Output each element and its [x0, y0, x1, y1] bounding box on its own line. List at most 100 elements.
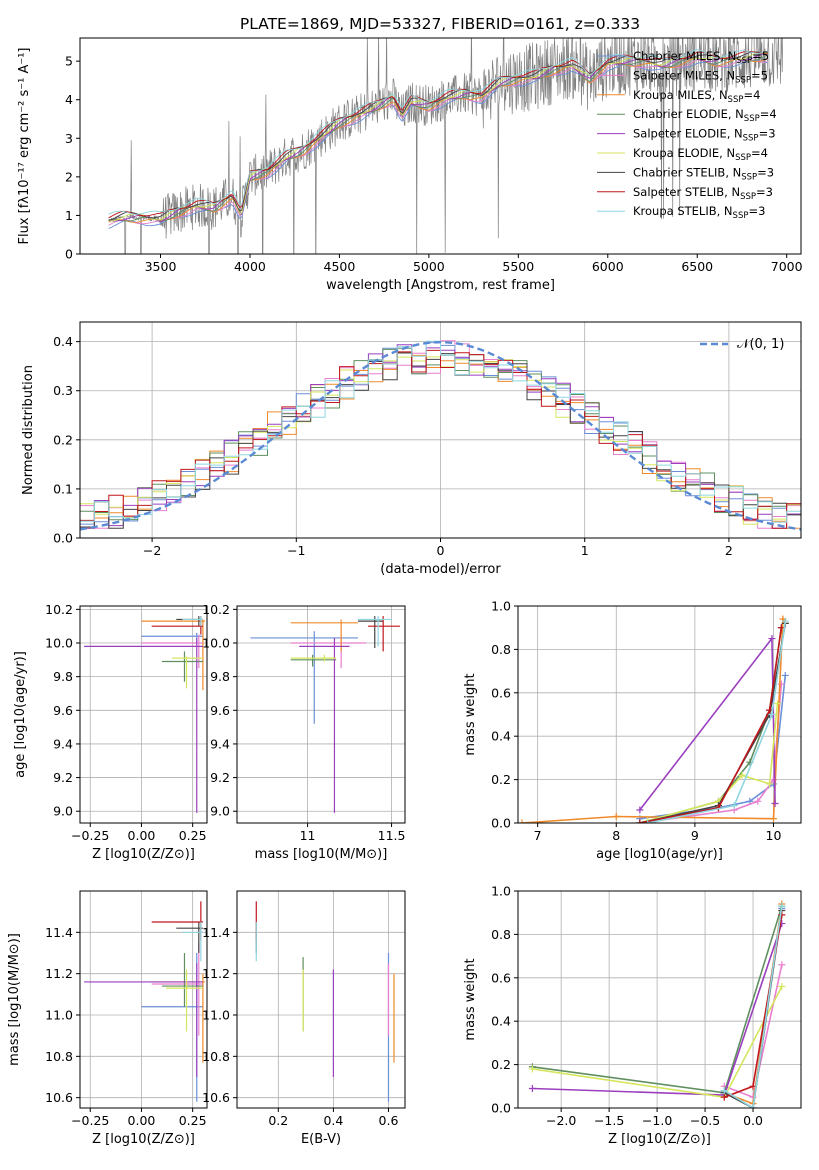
- model-line-chabrier_stelib: [108, 51, 768, 221]
- model-line-kroupa_stelib: [108, 49, 768, 215]
- spectrum-data-line: [108, 38, 784, 254]
- legend-sub: SSP: [741, 172, 757, 182]
- weight-point-salpeter_elodie: [528, 1084, 536, 1092]
- x-tick-label: 5000: [413, 259, 445, 274]
- y-tick-label: 11.2: [45, 966, 73, 981]
- legend-text: Salpeter ELODIE, N: [633, 127, 743, 141]
- legend-label-chabrier_miles: Chabrier MILES, NSSP=5: [633, 49, 769, 66]
- x-tick-label: −1.5: [594, 1113, 624, 1128]
- x-tick-label: 0.25: [179, 828, 207, 843]
- legend-sub: SSP: [740, 192, 756, 202]
- y-tick-label: 10.6: [45, 1090, 73, 1105]
- legend-label-kroupa_stelib: Kroupa STELIB, NSSP=3: [633, 204, 765, 221]
- y-tick-label: 0.1: [53, 481, 73, 496]
- panel-weight_vs_age: 7 8 9 10 0.0 0.2 0.4 0.6 0.8 1.0 age [log10(age/yr…: [463, 599, 802, 862]
- legend-suffix: =4: [751, 146, 768, 160]
- y-tick-label: 0.0: [491, 1101, 511, 1116]
- legend-text: Chabrier ELODIE, N: [633, 107, 744, 121]
- axes-frame: [236, 605, 406, 824]
- legend-sub: SSP: [744, 114, 760, 124]
- y-axis-label: mass weight: [463, 673, 478, 755]
- legend-label-chabrier_elodie: Chabrier ELODIE, NSSP=4: [633, 107, 777, 124]
- legend-text: Salpeter STELIB, N: [633, 185, 740, 199]
- x-axis-label: E(B-V): [301, 1132, 341, 1147]
- x-tick-label: 6500: [681, 259, 713, 274]
- weight-line-kroupa_stelib: [723, 906, 783, 1108]
- weight-point-salpeter_miles: [754, 797, 762, 805]
- legend-suffix: =3: [757, 165, 774, 179]
- x-tick-label: 4500: [324, 259, 356, 274]
- y-axis-label: Normed distribution: [21, 365, 36, 495]
- x-tick-label: 0.00: [128, 828, 156, 843]
- x-tick-label: 7: [534, 828, 542, 843]
- axes-frame: [517, 890, 802, 1109]
- weight-point-kroupa_miles: [612, 812, 620, 820]
- y-tick-label: 10.0: [45, 636, 73, 651]
- legend-suffix: =3: [759, 127, 776, 141]
- y-tick-label: 11.4: [45, 925, 73, 940]
- x-tick-label: 0.25: [179, 1113, 207, 1128]
- y-tick-label: 10.8: [45, 1049, 73, 1064]
- y-tick-label: 11.0: [45, 1008, 73, 1023]
- weight-point-salpeter_miles: [778, 961, 786, 969]
- legend-suffix: =4: [743, 88, 760, 102]
- y-tick-label: 0.6: [491, 970, 511, 985]
- weight-point-salpeter_elodie: [768, 635, 776, 643]
- plot-area: [108, 38, 784, 254]
- x-tick-label: 0.00: [128, 1113, 156, 1128]
- y-axis-label: Flux [fλ10⁻¹⁷ erg cm⁻² s⁻¹ A⁻¹]: [17, 48, 32, 245]
- y-tick-label: 9.6: [53, 703, 73, 718]
- weight-point-salpeter_stelib: [720, 1093, 728, 1101]
- x-tick-label: 10: [766, 828, 782, 843]
- x-tick-label: 8: [612, 828, 620, 843]
- panel-mass_vs_Z: −0.25 0.00 0.25 10.6 10.8 11.0 11.2 11.4 Z [log1…: [7, 890, 208, 1147]
- y-tick-label: 0.4: [491, 1014, 511, 1029]
- x-tick-label: −2: [143, 543, 161, 558]
- weight-point-kroupa_elodie: [778, 982, 786, 990]
- plot-area: [255, 901, 395, 1102]
- x-tick-label: −0.25: [71, 828, 109, 843]
- y-tick-label: 2: [65, 169, 73, 184]
- residual-hist-kroupa_stelib: [80, 340, 801, 523]
- y-axis-label: mass weight: [463, 958, 478, 1040]
- y-tick-label: 5: [65, 54, 73, 69]
- legend-suffix: =5: [752, 49, 769, 63]
- y-tick-label: 0.6: [491, 685, 511, 700]
- legend-sub: SSP: [728, 95, 744, 105]
- y-tick-label: 10.2: [202, 602, 230, 617]
- y-tick-label: 1.0: [491, 599, 511, 614]
- legend-label-salpeter_miles: Salpeter MILES, NSSP=5: [633, 68, 768, 85]
- y-tick-label: 9.6: [210, 703, 230, 718]
- weight-point-kroupa_stelib: [720, 1087, 728, 1095]
- legend-label-chabrier_stelib: Chabrier STELIB, NSSP=3: [633, 165, 774, 182]
- x-tick-label: 6000: [592, 259, 624, 274]
- x-tick-label: −0.5: [690, 1113, 720, 1128]
- y-tick-label: 9.2: [53, 770, 73, 785]
- x-tick-label: −1: [287, 543, 305, 558]
- panel-residuals: −2 −1 0 1 2 0.0 0.1 0.2 0.3 0.4 (data-model)/error…: [21, 321, 802, 577]
- axes-frame: [517, 605, 802, 824]
- x-axis-label: wavelength [Angstrom, rest frame]: [326, 278, 555, 293]
- x-tick-label: −0.25: [71, 1113, 109, 1128]
- y-tick-label: 1.0: [491, 884, 511, 899]
- legend-text: Kroupa MILES, N: [633, 88, 728, 102]
- normal-curve: [80, 340, 801, 531]
- plot-area: [80, 340, 801, 531]
- legend-label-kroupa_miles: Kroupa MILES, NSSP=4: [633, 88, 760, 105]
- legend-label-normal: 𝒩(0, 1): [737, 337, 784, 352]
- legend-sub: SSP: [735, 153, 751, 163]
- axes-frame: [236, 890, 406, 1109]
- y-tick-label: 0.8: [491, 927, 511, 942]
- figure-title: PLATE=1869, MJD=53327, FIBERID=0161, z=0…: [240, 15, 640, 33]
- legend-text: Kroupa ELODIE, N: [633, 146, 735, 160]
- weight-line-salpeter_stelib: [639, 627, 783, 823]
- y-tick-label: 3: [65, 131, 73, 146]
- legend-sub: SSP: [733, 211, 749, 221]
- x-tick-label: 5500: [502, 259, 534, 274]
- y-axis-label: mass [log10(M/M⊙)]: [7, 933, 22, 1066]
- legend-text: Salpeter MILES, N: [633, 68, 735, 82]
- y-tick-label: 10.2: [45, 602, 73, 617]
- x-tick-label: 2: [725, 543, 733, 558]
